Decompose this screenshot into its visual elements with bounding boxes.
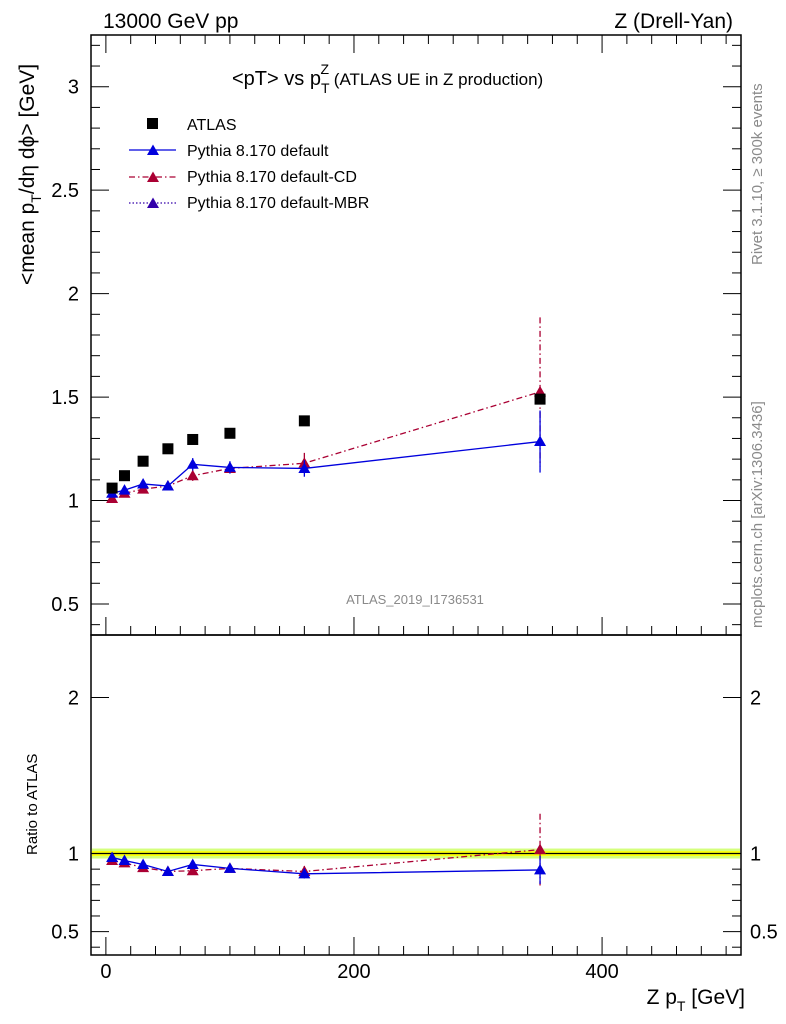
legend-marker-atlas [147,118,158,129]
analysis-id: ATLAS_2019_I1736531 [346,592,484,607]
plot-title: <pT> vs pTZ (ATLAS UE in Z production) [232,61,543,96]
default-point [137,477,150,489]
atlas-point [118,470,130,482]
main-y-tick-label: 2.5 [51,180,79,202]
legend-marker-cd [147,171,159,182]
default-point [161,480,174,491]
ratio-cd-point [534,843,547,855]
atlas-point [187,433,199,445]
legend-label-mbr: Pythia 8.170 default-MBR [187,195,369,212]
legend-label-atlas: ATLAS [187,117,237,134]
ratio-default-point [298,867,311,879]
atlas-point [224,427,236,439]
ratio-default-point [186,858,199,869]
legend-marker-default [147,144,159,155]
ratio-cd-point [186,864,199,876]
ratio-y-tick-label-right: 0.5 [750,922,778,944]
main-data-series [106,317,547,503]
ratio-default-point [118,854,131,866]
ratio-default-point [161,865,174,876]
plot-title-sub: T [321,80,330,96]
main-y-tick-label: 0.5 [51,594,79,616]
atlas-point [298,415,310,427]
default-line [111,440,541,494]
atlas-point [137,455,149,467]
ratio-default-point [106,851,119,862]
rivet-label: Rivet 3.1.10, ≥ 300k events [749,83,766,265]
plot-title-main: <pT> vs p [232,68,321,90]
x-tick-label: 200 [337,961,370,983]
ratio-default-point [534,863,547,875]
ratio-data-series [106,813,547,886]
x-tick-label: 0 [100,961,111,983]
ratio-default-line [111,856,541,875]
default-point [534,435,547,447]
main-axis-ticks: 0.5 1 1.5 2 2.5 3 [51,35,741,635]
ratio-y-tick-label-left: 0.5 [51,922,79,944]
ratio-y-tick-label-left: 2 [68,687,79,709]
plot-title-sup: Z [321,61,330,77]
default-point [118,484,131,495]
ratio-default-point [223,862,236,873]
main-y-axis-label: <mean pT/dη dϕ> [GeV] [16,64,44,285]
ratio-y-tick-label-right: 1 [750,844,761,866]
cd-line [111,391,541,500]
main-y-tick-label: 1.5 [51,387,79,409]
x-tick-label: 400 [585,961,618,983]
cd-point [186,469,199,481]
ratio-panel-frame [90,634,742,956]
legend-label-default: Pythia 8.170 default [187,143,329,160]
header-right: Z (Drell-Yan) [614,10,733,33]
default-point [298,462,311,473]
mcplots-label: mcplots.cern.ch [arXiv:1306.3436] [749,401,766,628]
ratio-default-point [137,858,150,869]
main-y-tick-label: 1 [68,491,79,513]
atlas-point [534,393,546,405]
atlas-point [162,443,174,455]
atlas-point [106,482,118,494]
ratio-y-tick-label-left: 1 [68,844,79,866]
x-axis-label: Z pT [GeV] [647,986,745,1014]
legend-marker-mbr [147,197,159,208]
main-y-tick-label: 2 [68,284,79,306]
header-left: 13000 GeV pp [103,10,238,33]
plot-title-tail: (ATLAS UE in Z production) [329,70,543,89]
legend: ATLAS Pythia 8.170 default Pythia 8.170 … [129,117,369,212]
legend-label-cd: Pythia 8.170 default-CD [187,169,357,186]
default-point [223,461,236,472]
ratio-y-axis-label: Ratio to ATLAS [24,754,41,855]
ratio-axis-ticks: 0.5 0.5 1 1 2 2 0 200 400 [51,687,778,983]
main-y-tick-label: 3 [68,77,79,99]
ratio-y-tick-label-right: 2 [750,687,761,709]
default-point [186,458,199,469]
